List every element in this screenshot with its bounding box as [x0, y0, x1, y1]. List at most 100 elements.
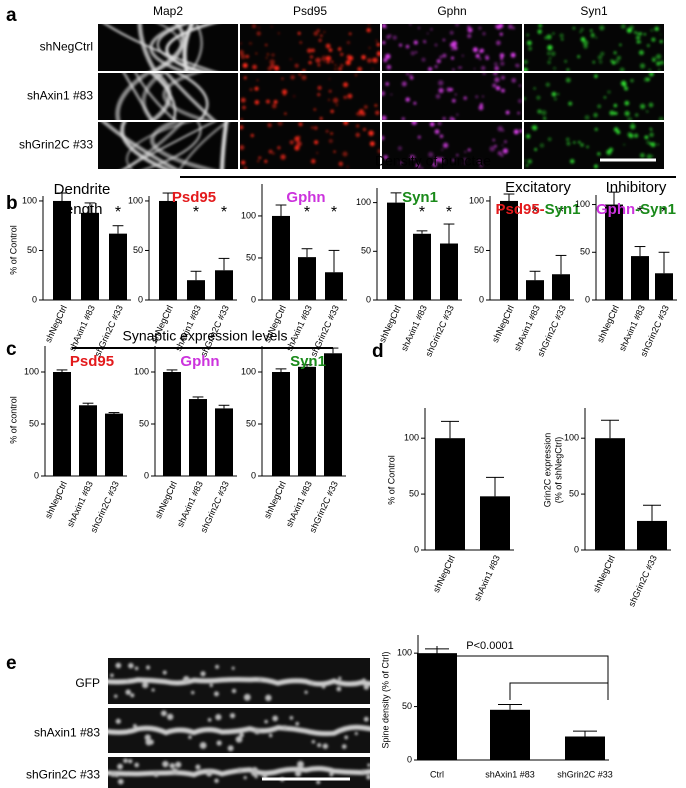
punctum	[426, 32, 429, 35]
y-tick-label: 100	[241, 366, 256, 376]
y-tick-label: 50	[580, 247, 590, 257]
punctum	[386, 64, 392, 70]
panel-letter: e	[6, 653, 17, 674]
punctum	[430, 28, 433, 31]
x-tick-label: shNegCtrl	[490, 304, 516, 344]
punctum	[494, 77, 500, 83]
section-header: Density of punctae	[375, 153, 491, 169]
punctum	[335, 104, 338, 106]
punctum	[372, 57, 378, 63]
spine	[317, 743, 322, 748]
punctum	[316, 29, 320, 33]
punctum	[436, 59, 441, 64]
punctum	[527, 159, 533, 164]
punctum	[410, 155, 416, 160]
column-label: Psd95	[293, 4, 327, 18]
punctum	[525, 164, 529, 167]
punctum	[467, 33, 472, 39]
punctum	[461, 54, 465, 57]
spine	[231, 688, 237, 694]
significance-star: *	[419, 204, 425, 221]
punctum	[463, 158, 467, 161]
punctum	[565, 77, 571, 83]
punctum	[622, 83, 627, 87]
spine	[207, 717, 212, 722]
y-tick-label: 50	[361, 246, 371, 256]
punctum	[635, 35, 641, 41]
punctum	[252, 24, 257, 29]
punctum	[570, 159, 575, 164]
bar	[605, 204, 623, 300]
punctum	[597, 152, 601, 156]
punctum	[333, 150, 336, 153]
punctum	[462, 162, 465, 165]
punctum	[439, 55, 443, 59]
chart-subtitle: Psd95-Syn1	[495, 201, 580, 218]
y-tick-label: 50	[474, 245, 484, 255]
punctum	[485, 56, 490, 60]
punctum	[280, 154, 286, 160]
spine	[367, 763, 370, 767]
punctum	[274, 65, 280, 71]
punctum	[515, 64, 518, 67]
dendrite	[182, 24, 195, 71]
punctum	[624, 100, 630, 106]
punctum	[249, 88, 253, 92]
signal	[103, 24, 216, 71]
punctum	[323, 31, 326, 33]
spine	[115, 662, 122, 669]
punctum	[475, 95, 479, 99]
punctum	[658, 116, 664, 120]
subtitle-part: Gphn	[596, 201, 635, 218]
y-tick-label: 0	[251, 470, 256, 480]
punctum	[598, 60, 603, 64]
punctum	[497, 126, 504, 132]
punctum	[479, 57, 482, 60]
punctum	[510, 52, 516, 58]
punctum	[456, 113, 459, 116]
punctum	[289, 58, 292, 61]
punctum	[376, 42, 380, 47]
punctum	[538, 31, 541, 34]
bar	[53, 372, 71, 476]
punctum	[464, 151, 467, 153]
bar	[163, 372, 181, 476]
spine	[125, 679, 130, 683]
spine	[329, 772, 334, 777]
dendrite	[142, 122, 202, 169]
dendrite	[219, 122, 229, 169]
punctum	[265, 56, 268, 59]
punctum	[619, 67, 625, 71]
punctum	[508, 24, 513, 29]
x-tick-label: shNegCtrl	[591, 554, 617, 594]
signal	[108, 758, 370, 785]
dendrite	[101, 122, 179, 169]
chart-title: Gphn	[286, 189, 325, 206]
punctum	[257, 160, 260, 162]
punctum	[294, 136, 300, 142]
punctum	[397, 146, 402, 151]
y-tick-label: 100	[404, 433, 419, 443]
punctum	[240, 118, 243, 120]
punctum	[589, 29, 593, 32]
significance-star: *	[331, 204, 337, 221]
punctum	[649, 73, 654, 77]
punctum	[347, 93, 353, 99]
punctum	[494, 144, 497, 148]
punctum	[613, 103, 618, 108]
punctum	[526, 33, 530, 37]
punctum	[639, 103, 646, 109]
signal	[382, 122, 522, 169]
y-tick-label: 50	[402, 701, 412, 711]
punctum	[453, 46, 458, 51]
punctum	[417, 135, 421, 139]
bar	[552, 274, 570, 300]
punctum	[501, 75, 505, 80]
y-axis-label: % of Control	[8, 225, 18, 275]
punctum	[265, 43, 268, 47]
punctum	[302, 69, 306, 71]
punctum	[547, 44, 553, 51]
punctum	[451, 98, 456, 103]
punctum	[307, 48, 312, 53]
punctum	[496, 40, 501, 46]
